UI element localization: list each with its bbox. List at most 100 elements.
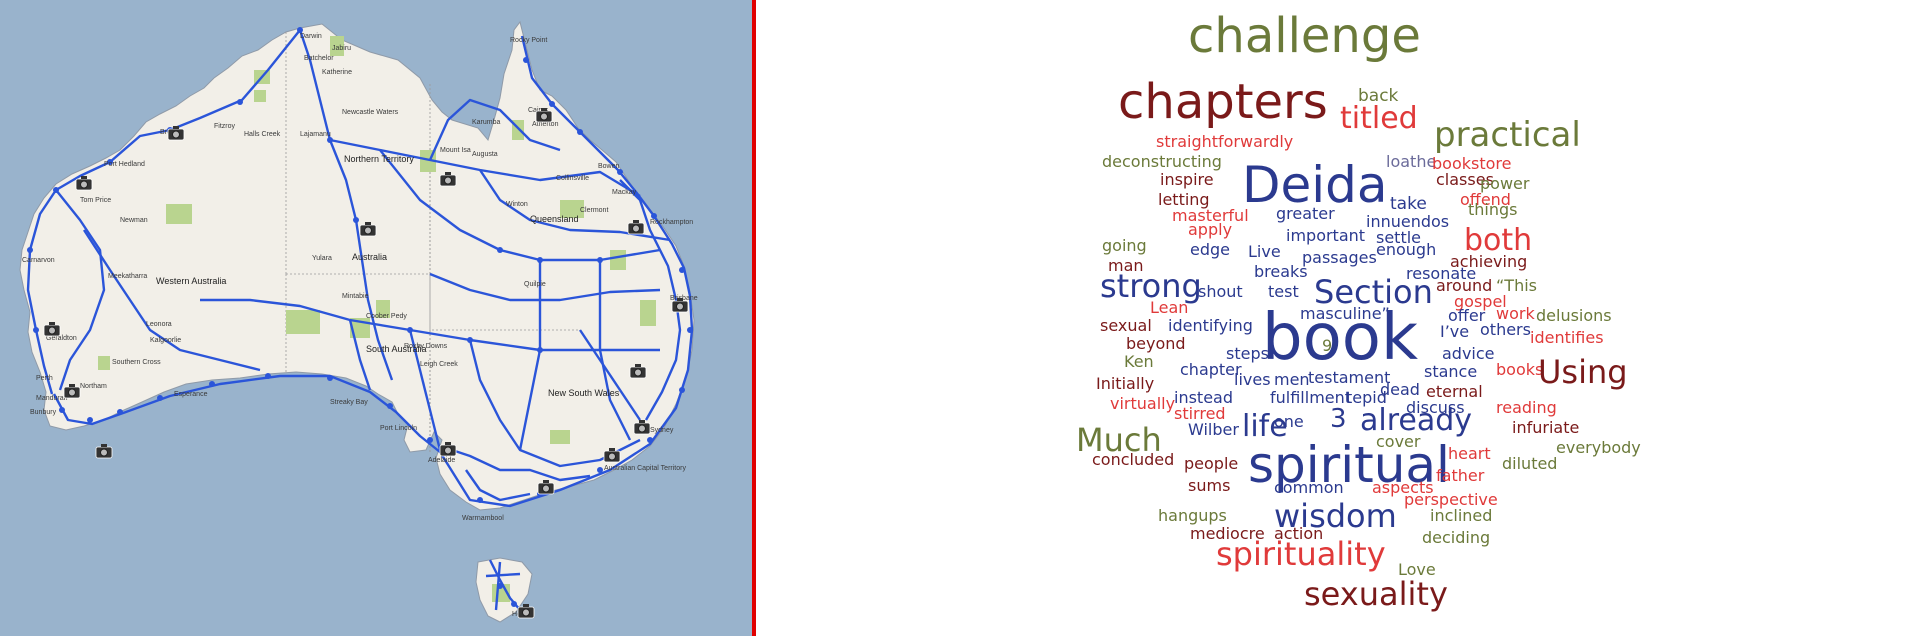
cloud-word: action <box>1274 524 1324 543</box>
map-label-port-lincoln: Port Lincoln <box>380 425 417 432</box>
map-label-geraldton: Geraldton <box>46 335 77 342</box>
cloud-word: challenge <box>1188 8 1421 64</box>
cloud-word: loathe <box>1386 152 1437 171</box>
map-label-sydney: Sydney <box>650 427 674 434</box>
map-label-rocky-point: Rocky Point <box>510 37 547 44</box>
cloud-word: straightforwardly <box>1156 132 1294 151</box>
camera-icon[interactable] <box>439 442 457 457</box>
cloud-word: innuendos <box>1366 212 1450 231</box>
cloud-word: letting <box>1158 190 1210 209</box>
cloud-word: test <box>1268 282 1299 301</box>
cloud-word: achieving <box>1450 252 1528 271</box>
cloud-word: aspects <box>1372 478 1434 497</box>
cloud-word: practical <box>1434 115 1581 155</box>
cloud-word: advice <box>1442 344 1495 363</box>
cloud-word: fulfillment <box>1270 388 1352 407</box>
cloud-word: stance <box>1424 362 1478 381</box>
map-label-mackay: Mackay <box>612 189 637 196</box>
cloud-word: heart <box>1448 444 1491 463</box>
cloud-word: Section <box>1314 273 1433 311</box>
cloud-word: edge <box>1190 240 1230 259</box>
map-label-streaky-bay: Streaky Bay <box>330 399 368 406</box>
cloud-word: identifies <box>1530 328 1604 347</box>
cloud-word: apply <box>1188 220 1233 239</box>
map-label-quilpie: Quilpie <box>524 281 546 288</box>
map-label-northam: Northam <box>80 383 107 390</box>
map-label-lajamanu: Lajamanu <box>300 131 331 138</box>
map-label-new-south-wales: New South Wales <box>548 388 620 398</box>
cloud-word: beyond <box>1126 334 1186 353</box>
cloud-word: enough <box>1376 240 1437 259</box>
route-lines <box>26 29 694 611</box>
cloud-word: already <box>1360 403 1473 438</box>
cloud-word: 9 <box>1322 336 1333 355</box>
camera-icon[interactable] <box>671 298 689 313</box>
map-label-mount-isa: Mount Isa <box>440 147 471 154</box>
route-map[interactable]: Darwin Jabiru Batchelor Katherine Rocky … <box>0 0 752 636</box>
cloud-word: steps <box>1226 344 1269 363</box>
camera-icon[interactable] <box>75 176 93 191</box>
camera-icon[interactable] <box>633 420 651 435</box>
cloud-word: instead <box>1174 388 1233 407</box>
cloud-word: both <box>1464 223 1533 258</box>
cloud-word: eternal <box>1426 382 1483 401</box>
cloud-word: chapters <box>1118 74 1328 130</box>
camera-icon[interactable] <box>603 448 621 463</box>
cloud-word: masculine” <box>1300 304 1390 323</box>
map-label-leonora: Leonora <box>146 321 172 328</box>
map-label-atherton: Atherton <box>532 121 559 128</box>
camera-icon[interactable] <box>167 126 185 141</box>
map-label-meekatharra: Meekatharra <box>108 273 147 280</box>
cloud-word: masterful <box>1172 206 1249 225</box>
map-label-mandurah: Mandurah <box>36 395 68 402</box>
cloud-word: tepid <box>1346 388 1387 407</box>
cloud-word: work <box>1496 304 1535 323</box>
map-label-queensland: Queensland <box>530 214 579 224</box>
cloud-word: resonate <box>1406 264 1477 283</box>
cloud-word: back <box>1358 86 1399 106</box>
cloud-word: sexual <box>1100 316 1152 335</box>
cloud-word: man <box>1108 256 1144 275</box>
camera-icon[interactable] <box>627 220 645 235</box>
map-label-newman: Newman <box>120 217 148 224</box>
cloud-word: spiritual <box>1248 436 1450 494</box>
cloud-word: settle <box>1376 228 1422 247</box>
cloud-word: important <box>1286 226 1366 245</box>
cloud-word: Initially <box>1096 374 1155 393</box>
cloud-word: dead <box>1380 380 1420 399</box>
cloud-word: sexuality <box>1304 575 1448 613</box>
map-label-coober-pedy: Coober Pedy <box>366 313 407 320</box>
camera-icon[interactable] <box>537 480 555 495</box>
cloud-word: going <box>1102 236 1147 255</box>
map-label-carnarvon: Carnarvon <box>22 257 55 264</box>
map-label-clermont: Clermont <box>580 207 608 214</box>
cloud-word: classes <box>1436 170 1494 189</box>
mainland-landmass <box>19 20 695 511</box>
camera-icon[interactable] <box>629 364 647 379</box>
camera-icon[interactable] <box>439 172 457 187</box>
map-label-southern-cross: Southern Cross <box>112 359 161 366</box>
cloud-word: Love <box>1398 560 1436 579</box>
cloud-word: greater <box>1276 204 1335 223</box>
cloud-word: infuriate <box>1512 418 1580 437</box>
camera-icon[interactable] <box>95 444 113 459</box>
cloud-word: spirituality <box>1216 535 1386 573</box>
cloud-word: power <box>1480 174 1530 193</box>
map-label-perth: Perth <box>36 375 53 382</box>
cloud-word: life <box>1242 409 1288 444</box>
map-label-south-australia: South Australia <box>366 344 427 354</box>
camera-icon[interactable] <box>535 108 553 123</box>
map-label-esperance: Esperance <box>174 391 208 398</box>
cloud-word: Wilber <box>1188 420 1239 439</box>
map-label-batchelor: Batchelor <box>304 55 334 62</box>
camera-icon[interactable] <box>359 222 377 237</box>
map-label-winton: Winton <box>506 201 528 208</box>
camera-icon[interactable] <box>517 604 535 619</box>
cloud-word: bookstore <box>1432 154 1512 173</box>
map-label-act: Australian Capital Territory <box>604 465 686 472</box>
map-label-darwin: Darwin <box>300 33 322 40</box>
camera-icon[interactable] <box>63 384 81 399</box>
map-label-bowen: Bowen <box>598 163 620 170</box>
camera-icon[interactable] <box>43 322 61 337</box>
cloud-word: men <box>1274 370 1310 389</box>
